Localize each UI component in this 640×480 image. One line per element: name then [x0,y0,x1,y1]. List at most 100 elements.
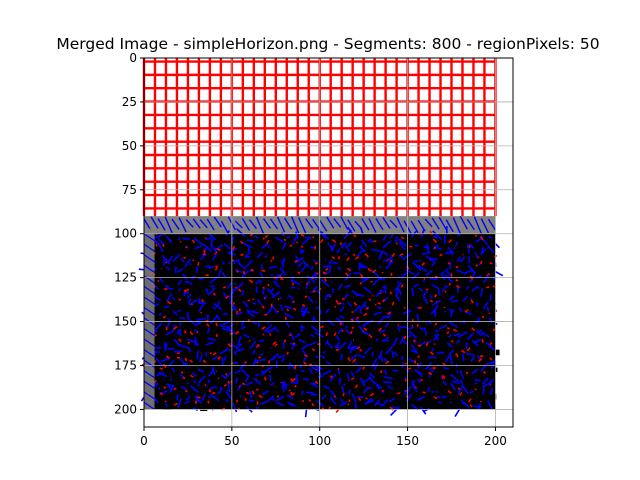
ground-cell [276,244,285,251]
ground-segment-marker [235,330,240,335]
transition-boundary [192,218,201,229]
ground-segment-boundary [442,395,447,398]
ground-segment-marker [303,361,308,366]
ground-cell [234,297,243,302]
ground-segment-boundary [205,341,215,346]
ground-segment-boundary [209,386,218,390]
ground-segment-marker [255,343,260,349]
ground-segment-boundary [223,355,227,361]
ground-cell [437,262,444,268]
ground-cell [225,298,235,306]
ground-segment-boundary [268,395,275,402]
y-tick-label: 75 [122,183,137,197]
ground-segment-boundary [197,301,207,305]
ground-segment-boundary [343,242,351,252]
ground-segment-boundary [232,403,238,413]
ground-cell [427,315,436,321]
ground-cell [205,306,215,312]
ground-cell [181,392,190,398]
ground-segment-boundary [249,390,253,396]
ground-segment-boundary [377,350,383,360]
ground-segment-boundary [490,359,496,369]
ground-cell [251,386,262,391]
ground-cell [258,306,268,313]
ground-segment-marker [300,234,305,237]
ground-cell [182,324,192,331]
ground-cell [268,312,278,318]
ground-cell [199,304,210,312]
ground-cell [479,394,487,402]
ground-segment-boundary [226,325,236,335]
ground-segment-boundary [143,307,155,316]
ground-segment-boundary [398,254,404,259]
ground-segment-marker [450,339,454,343]
ground-segment-boundary [179,373,184,378]
ground-segment-boundary [325,308,330,314]
ground-segment-marker [364,253,369,258]
ground-segment-marker [447,390,452,394]
ground-segment-marker [469,404,473,408]
ground-segment-boundary [329,373,337,382]
ground-segment-boundary [197,317,206,321]
ground-segment-boundary [281,381,288,390]
ground-segment-boundary [281,260,285,268]
ground-segment-boundary [384,369,388,375]
ground-cell [446,243,456,248]
transition-boundary [199,219,208,229]
ground-segment-boundary [279,267,287,276]
ground-segment-marker [441,374,446,379]
ground-segment-boundary [306,391,315,394]
ground-segment-boundary [188,298,191,305]
ground-segment-boundary [337,283,343,290]
ground-segment-boundary [198,354,203,363]
ground-segment-marker [283,339,287,343]
ground-segment-boundary [289,331,295,341]
ground-segment-boundary [180,386,188,391]
ground-segment-boundary [320,231,330,240]
ground-cell [373,296,382,303]
ground-cell [391,236,398,242]
ground-segment-boundary [373,381,380,390]
ground-segment-boundary [153,322,163,332]
ground-segment-boundary [143,243,155,252]
ground-cell [347,314,357,322]
ground-cell [216,333,226,338]
ground-segment-boundary [300,390,304,395]
y-axis: 0 25 50 75 100 125 150 175 200 [114,51,144,416]
ground-segment-boundary [221,374,227,380]
ground-segment-marker [314,261,319,265]
ground-segment-boundary [482,274,490,284]
ground-segment-boundary [302,356,307,362]
ground-cell [225,357,233,365]
ground-segment-boundary [447,246,455,255]
ground-segment-boundary [185,394,192,401]
ground-segment-boundary [382,284,387,289]
ground-segment-marker [311,403,315,407]
ground-cell [461,403,469,410]
ground-segment-boundary [197,375,206,384]
ground-segment-marker [349,330,353,335]
ground-segment-marker [345,272,349,277]
ground-segment-boundary [286,394,294,400]
ground-segment-boundary [437,287,441,296]
ground-segment-marker [403,335,407,340]
ground-cell [207,271,217,278]
ground-segment-boundary [230,288,235,294]
ground-cell [251,287,260,295]
transition-boundary [319,219,328,232]
ground-segment-boundary [264,294,268,301]
grid [143,57,513,427]
ground-segment-boundary [448,294,456,301]
ground-cell [478,342,486,347]
ground-cell [366,315,374,322]
ground-cell [321,394,331,402]
ground-segment-marker [261,326,266,330]
ground-cell [188,357,199,363]
ground-segment-boundary [214,244,224,251]
ground-segment-boundary [383,376,393,380]
ground-segment-marker [481,339,484,343]
ground-cell [156,341,164,346]
ground-cell [435,359,444,365]
ground-segment-boundary [228,247,237,254]
ground-cell [182,403,189,410]
